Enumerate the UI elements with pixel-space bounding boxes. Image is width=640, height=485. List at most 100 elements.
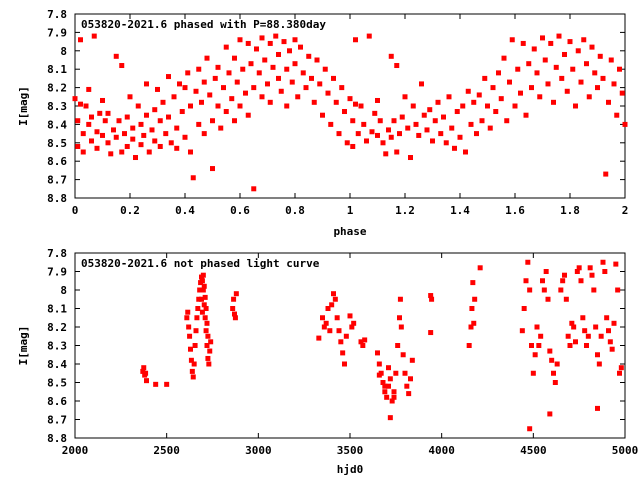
data-point <box>376 372 382 378</box>
data-point <box>240 66 246 72</box>
data-point <box>424 127 430 133</box>
x-axis-title: hjd0 <box>337 463 364 476</box>
x-tick-label: 5000 <box>612 444 639 457</box>
x-tick-label: 4500 <box>520 444 547 457</box>
data-point <box>606 99 611 105</box>
x-tick-label: 1.2 <box>395 204 415 217</box>
data-point <box>192 343 198 348</box>
data-point <box>97 110 103 116</box>
data-point <box>320 315 325 321</box>
data-point <box>270 64 276 70</box>
data-point <box>545 296 551 302</box>
data-point <box>384 394 390 400</box>
data-point <box>86 86 92 92</box>
data-point <box>611 320 617 326</box>
y-tick-label: 8.3 <box>47 100 67 113</box>
data-point <box>545 81 551 87</box>
data-point <box>199 309 205 315</box>
data-point <box>587 265 593 271</box>
data-point <box>591 287 597 293</box>
data-point <box>466 343 472 348</box>
data-point <box>119 149 125 155</box>
data-point <box>116 118 122 124</box>
data-point <box>537 94 543 100</box>
data-point <box>618 365 624 371</box>
data-point <box>548 40 554 46</box>
y-tick-label: 8.7 <box>47 174 67 187</box>
data-point <box>105 140 111 146</box>
data-point <box>185 309 191 315</box>
data-point <box>402 370 408 376</box>
data-point <box>333 99 339 105</box>
data-point <box>177 81 182 87</box>
data-point <box>376 361 382 367</box>
data-point <box>540 278 545 284</box>
y-tick-label: 8.3 <box>47 340 67 353</box>
data-point <box>408 376 413 382</box>
data-point <box>578 79 584 85</box>
data-point <box>200 287 206 293</box>
data-point <box>449 125 455 131</box>
data-point <box>232 55 237 61</box>
data-point <box>86 121 92 127</box>
data-point <box>251 85 257 91</box>
data-point <box>584 343 589 348</box>
data-point <box>124 114 130 120</box>
plot-title: 053820-2021.6 phased with P=88.380day <box>81 18 326 31</box>
data-point <box>419 81 424 87</box>
data-point <box>512 103 518 109</box>
data-point <box>339 85 345 91</box>
data-point <box>476 92 482 98</box>
data-point <box>435 99 441 105</box>
data-point <box>207 348 213 354</box>
data-point <box>295 94 301 100</box>
data-point <box>234 79 240 85</box>
data-point <box>185 70 191 76</box>
data-point <box>188 149 193 155</box>
data-point <box>127 94 133 100</box>
data-point <box>233 291 239 297</box>
data-point <box>525 259 531 265</box>
data-point <box>94 129 100 135</box>
data-point <box>138 121 144 127</box>
data-point <box>323 320 329 326</box>
data-point <box>179 109 185 115</box>
data-point <box>174 145 180 151</box>
x-tick-label: 0.2 <box>120 204 140 217</box>
data-point <box>558 287 564 293</box>
data-point <box>230 306 236 311</box>
data-point <box>332 296 338 302</box>
data-point <box>327 328 333 334</box>
data-point <box>298 44 303 50</box>
data-point <box>303 85 309 91</box>
data-point <box>201 131 207 137</box>
data-point <box>410 103 416 109</box>
data-point <box>113 53 119 59</box>
data-point <box>622 121 628 127</box>
data-point <box>398 324 404 330</box>
data-point <box>166 74 171 80</box>
y-tick-label: 7.8 <box>47 247 67 260</box>
data-point <box>570 66 576 72</box>
y-tick-label: 8.2 <box>47 321 67 334</box>
data-point <box>402 94 408 100</box>
data-point <box>507 79 512 85</box>
data-point <box>248 61 254 67</box>
data-point <box>146 149 152 155</box>
data-point <box>203 306 209 311</box>
data-point <box>580 315 586 321</box>
data-point <box>287 48 292 54</box>
data-point <box>237 103 243 109</box>
data-point <box>609 346 615 352</box>
x-tick-label: 3500 <box>337 444 364 457</box>
data-point <box>551 370 556 376</box>
data-point <box>353 101 358 107</box>
data-point <box>360 343 366 348</box>
data-point <box>245 112 251 118</box>
data-point <box>328 121 334 127</box>
data-point <box>617 66 622 72</box>
data-point <box>477 265 483 271</box>
data-point <box>361 121 367 127</box>
data-point <box>334 315 340 321</box>
